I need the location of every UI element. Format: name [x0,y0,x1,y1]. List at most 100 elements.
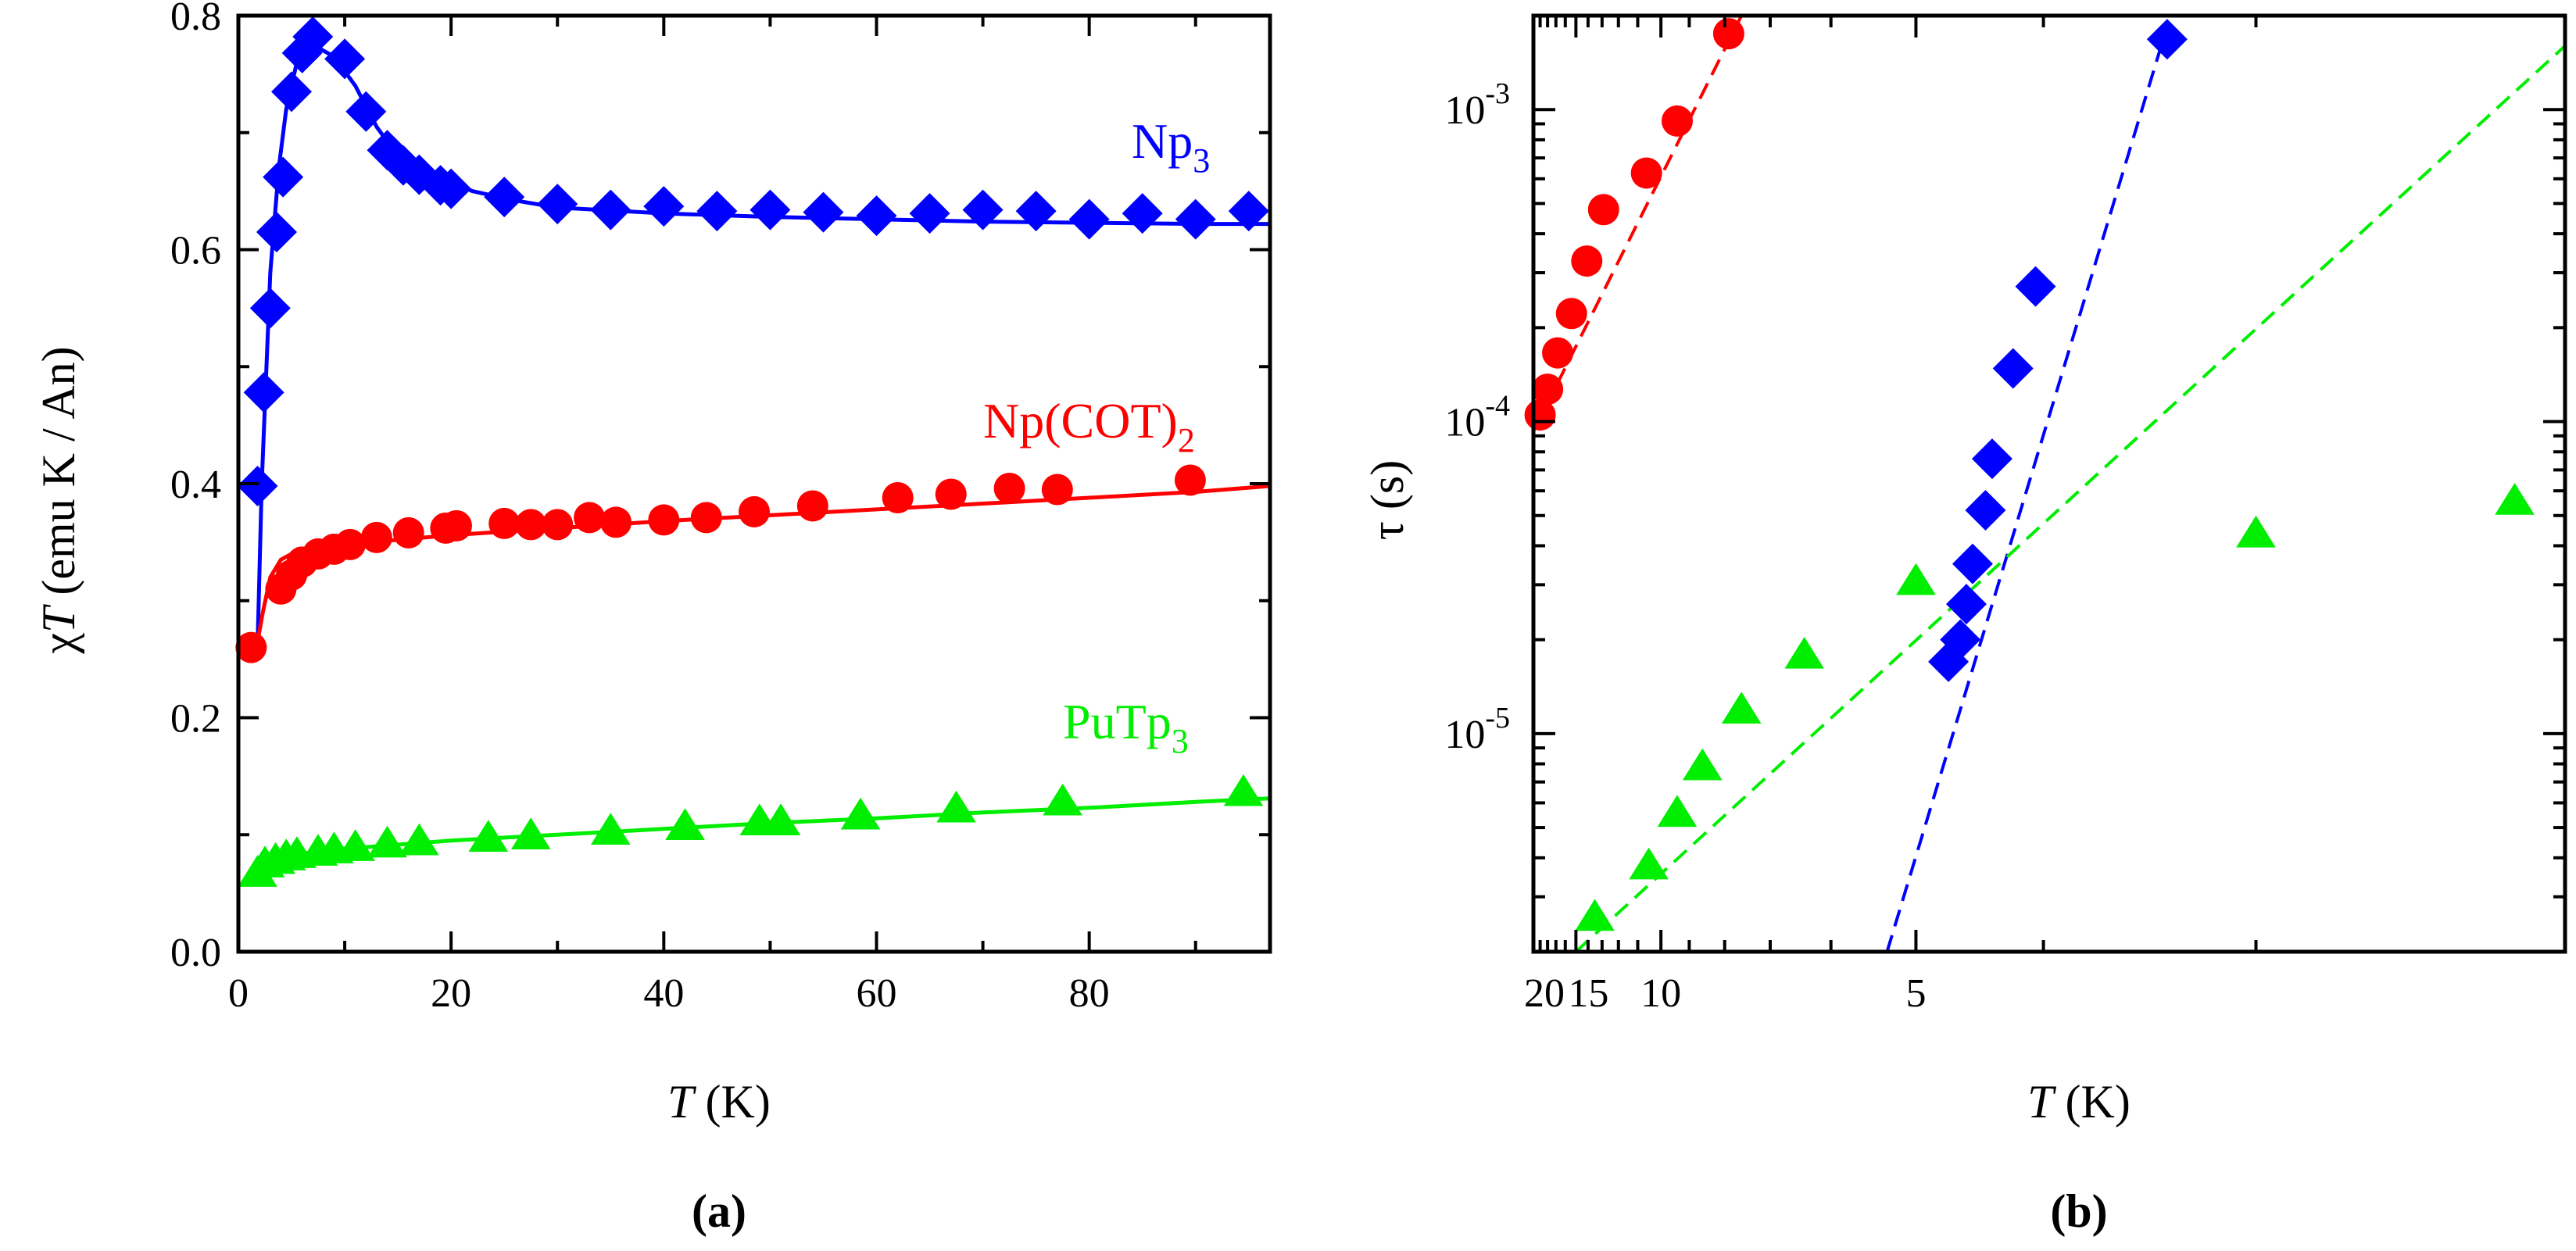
panel-a-x-tick-label: 80 [1069,971,1110,1016]
panel-b-point-putp3-6 [1896,563,1936,595]
panel-a-point-npcot2-0 [235,631,267,663]
panel-b-x-tick-label: 5 [1905,971,1926,1016]
panel-b-point-npcot2-7 [1661,105,1693,137]
panel-b-y-tick-label-exponent: -5 [1485,702,1510,735]
panel-a-series-label-npcot2-main: Np(COT) [983,393,1178,449]
panel-b-ticks: 10-510-410-320 15 10 5 [1444,14,2565,1016]
panel-b-point-np3-3 [1952,543,1993,584]
panel-a-point-npcot2-20 [882,481,914,513]
panel-b-x-axis-label-rest: (K) [2054,1076,2131,1128]
panel-a-point-npcot2-18 [739,495,770,527]
panel-a-series-label-putp3-sub: 3 [1172,722,1189,760]
panel-a-point-np3-15 [484,177,525,218]
panel-a-y-axis-label: χT (emu K / An) [33,346,84,654]
panel-b-frame [1531,13,2567,954]
panel-a-series-label-putp3-main: PuTp [1063,694,1172,749]
panel-a-point-np3-7 [292,16,334,57]
panel-a-series-label-npcot2-sub: 2 [1178,421,1195,459]
panel-a-point-npcot2-6 [334,528,366,560]
panel-a-point-np3-9 [345,91,387,132]
panel-b-point-putp3-5 [1784,636,1824,669]
panel-b-point-np3-7 [2015,266,2056,307]
panel-a-data-markers [235,16,1269,887]
panel-a-point-npcot2-8 [392,516,424,549]
panel-a-series-label-npcot2: Np(COT)2 [983,393,1195,459]
panel-a-point-npcot2-12 [515,509,547,541]
panel-a-point-np3-16 [537,184,578,225]
panel-b-x-axis-label-italic: T [2027,1076,2056,1128]
panel-b-point-putp3-2 [1657,795,1698,827]
panel-b-point-npcot2-4 [1571,245,1603,277]
panel-b-point-np3-2 [1945,584,1987,625]
panel-b-y-tick-label-exponent: -4 [1485,390,1510,423]
panel-a-x-tick-label: 0 [228,971,249,1016]
panel-a-y-tick-label: 0.8 [170,0,221,39]
panel-a-point-np3-4 [263,156,304,198]
panel-a-point-npcot2-23 [1041,474,1073,506]
panel-a-point-np3-1 [243,372,284,413]
panel-a-point-npcot2-14 [574,502,606,534]
panel-a-point-putp3-13 [665,808,705,840]
panel-b-x-tick-label: 10 [1640,971,1681,1016]
panel-b-point-putp3-4 [1721,692,1762,724]
panel-b-point-npcot2-5 [1587,194,1619,226]
panel-a-point-np3-0 [237,465,278,506]
panel-a-point-putp3-18 [1043,783,1082,816]
panel-a-label: (a) [692,1185,746,1237]
panel-a-ticks: 0 20 40 60 80 0.0 0.2 0.4 0.6 0.8 [170,0,1270,1016]
panel-a-point-np3-2 [249,288,291,329]
panel-b-point-putp3-7 [2236,515,2276,548]
panel-a-y-tick-label: 0.0 [170,931,221,975]
panel-a-point-npcot2-19 [796,490,828,522]
panel-a-series-label-np3-sub: 3 [1193,141,1210,180]
panel-a-point-npcot2-13 [542,509,574,541]
panel-a-y-tick-label: 0.6 [170,229,221,273]
panel-a-point-np3-27 [1122,193,1163,234]
panel-a-point-putp3-12 [590,813,631,845]
panel-a-point-npcot2-24 [1174,464,1206,496]
panel-b-fit-npcot2 [1532,15,1743,433]
panel-a-point-npcot2-7 [360,521,392,553]
panel-b-y-tick-label-base: 10 [1444,401,1485,445]
panel-a-point-np3-3 [256,212,297,253]
panel-a-point-np3-18 [643,186,685,227]
panel-b-point-npcot2-1 [1532,374,1564,406]
panel-b-point-npcot2-6 [1630,157,1662,189]
panel-b-point-putp3-1 [1629,847,1669,880]
panel-b-y-tick-label: 10-5 [1444,702,1510,757]
panel-b-y-axis-label: τ (s) [1361,460,1413,540]
panel-a-series-label-putp3: PuTp3 [1063,694,1189,760]
panel-a-point-putp3-15 [760,803,801,835]
panel-a-point-putp3-17 [936,790,976,823]
panel-b-point-npcot2-2 [1542,337,1574,369]
panel-a-point-np3-26 [1068,198,1110,240]
panel-a-point-np3-20 [750,189,791,231]
panel-a-y-tick-label: 0.2 [170,697,221,742]
panel-b-point-np3-4 [1965,489,2006,531]
panel-a-point-np3-17 [590,189,631,231]
panel-a-point-npcot2-22 [993,472,1025,504]
panel-b-y-tick-label-base: 10 [1444,88,1485,133]
panel-a-point-np3-24 [962,189,1004,231]
panel-b-point-putp3-3 [1682,748,1723,781]
panel-a-x-tick-label: 60 [856,971,896,1016]
panel-a-y-tick-label: 0.4 [170,463,221,507]
panel-a-point-np3-23 [909,193,950,234]
panel-a-point-npcot2-15 [600,506,632,538]
panel-b-point-putp3-0 [1575,899,1615,931]
panel-b-point-putp3-8 [2495,483,2535,515]
panel-b-fit-np3 [1885,25,2169,953]
panel-a-x-tick-label: 20 [431,971,471,1016]
panel-a-x-tick-label: 40 [643,971,684,1016]
panel-a-point-putp3-11 [510,817,551,849]
panel-b-x-tick-label: 20 [1524,971,1565,1016]
panel-a-series-label-np3: Np3 [1132,113,1210,180]
panel-a-x-axis-label: T (K) [667,1076,771,1128]
panel-b-data-markers [1524,18,2535,931]
panel-a-point-putp3-19 [1223,774,1264,806]
panel-a-point-np3-19 [696,191,738,232]
panel-b-point-np3-6 [1992,348,2034,389]
panel-b-point-np3-5 [1971,438,2012,480]
panel-a-y-axis-label-rest: (emu K / An) [33,346,84,606]
panel-b-label: (b) [2050,1185,2107,1237]
